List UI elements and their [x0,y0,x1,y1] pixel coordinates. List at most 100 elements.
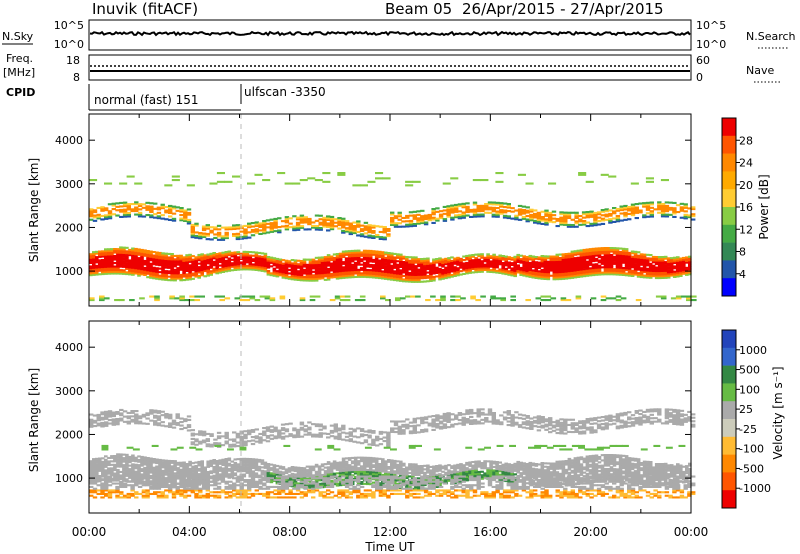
echo-cell [374,254,379,257]
echo-cell [290,259,295,262]
echo-cell [495,262,499,265]
echo-cell [594,265,599,268]
echo-cell [239,475,244,478]
echo-cell [455,295,461,298]
echo-cell [348,227,353,230]
echo-cell [146,472,150,475]
echo-cell [212,459,216,462]
echo-cell [341,462,346,465]
echo-cell [152,259,156,262]
echo-cell [374,262,379,265]
echo-cell [152,273,156,276]
echo-cell [585,271,590,274]
echo-cell [654,261,659,264]
echo-cell [363,232,369,235]
echo-cell [480,255,484,258]
echo-cell [450,275,454,278]
echo-cell [326,262,331,265]
echo-cell [609,271,614,274]
echo-cell [170,460,174,463]
echo-cell [107,469,111,472]
echo-cell [558,260,563,263]
echo-cell [576,263,581,266]
echo-cell [408,275,412,278]
echo-cell [197,483,201,486]
echo-cell [305,477,310,480]
echo-cell [200,262,204,265]
echo-cell [140,250,144,253]
echo-cell [416,213,421,216]
echo-cell [329,471,334,474]
echo-cell [573,250,578,253]
echo-cell [248,266,253,269]
echo-cell [676,259,680,262]
echo-cell [429,264,433,267]
echo-cell [305,276,310,279]
echo-cell [170,258,174,261]
echo-cell [293,468,298,471]
echo-cell [581,216,587,219]
echo-cell [341,466,346,469]
date-range: 26/Apr/2015 - 27/Apr/2015 [462,0,664,18]
echo-cell [269,463,274,466]
echo-cell [245,264,250,267]
echo-cell [567,254,572,257]
echo-cell [588,248,593,251]
echo-cell [347,276,352,279]
echo-cell [475,299,481,302]
echo-cell [216,180,225,183]
echo-cell [341,473,346,476]
echo-cell [116,456,120,459]
echo-cell [504,260,508,263]
echo-cell [468,257,472,260]
echo-cell [381,256,385,259]
echo-cell [326,217,331,220]
echo-cell [529,217,534,220]
echo-cell [384,267,388,270]
echo-cell [450,209,455,212]
echo-cell [623,213,628,216]
echo-cell [688,271,692,274]
echo-cell [232,234,237,237]
echo-cell [262,227,267,230]
echo-cell [262,221,267,224]
echo-cell [462,262,466,265]
echo-cell [561,253,566,256]
echo-cell [314,481,319,484]
echo-cell [131,268,135,271]
echo-cell [470,297,476,300]
echo-cell [533,214,538,217]
echo-cell [284,471,289,474]
echo-cell [396,265,400,268]
echo-cell [278,262,283,265]
echo-cell [131,252,135,255]
echo-cell [137,274,141,277]
echo-cell [561,270,566,273]
echo-cell [486,270,490,273]
echo-cell [347,467,352,470]
echo-cell [149,257,153,260]
echo-cell [347,267,352,270]
echo-cell [380,295,386,298]
echo-cell [287,275,292,278]
echo-cell [393,263,397,266]
echo-cell [326,469,331,472]
echo-cell [95,268,99,271]
echo-cell [483,263,487,266]
echo-cell [618,251,623,254]
echo-cell [290,278,295,281]
echo-cell [567,264,572,267]
echo-cell [615,254,620,257]
echo-cell [353,465,358,468]
echo-cell [591,253,596,256]
echo-cell [378,259,382,262]
echo-cell [429,269,433,272]
echo-cell [381,473,385,476]
echo-cell [215,477,219,480]
echo-cell [224,297,231,300]
echo-cell [107,472,111,475]
echo-cell [194,265,198,268]
echo-cell [396,274,400,277]
echo-cell [194,231,199,234]
echo-cell [183,213,188,216]
